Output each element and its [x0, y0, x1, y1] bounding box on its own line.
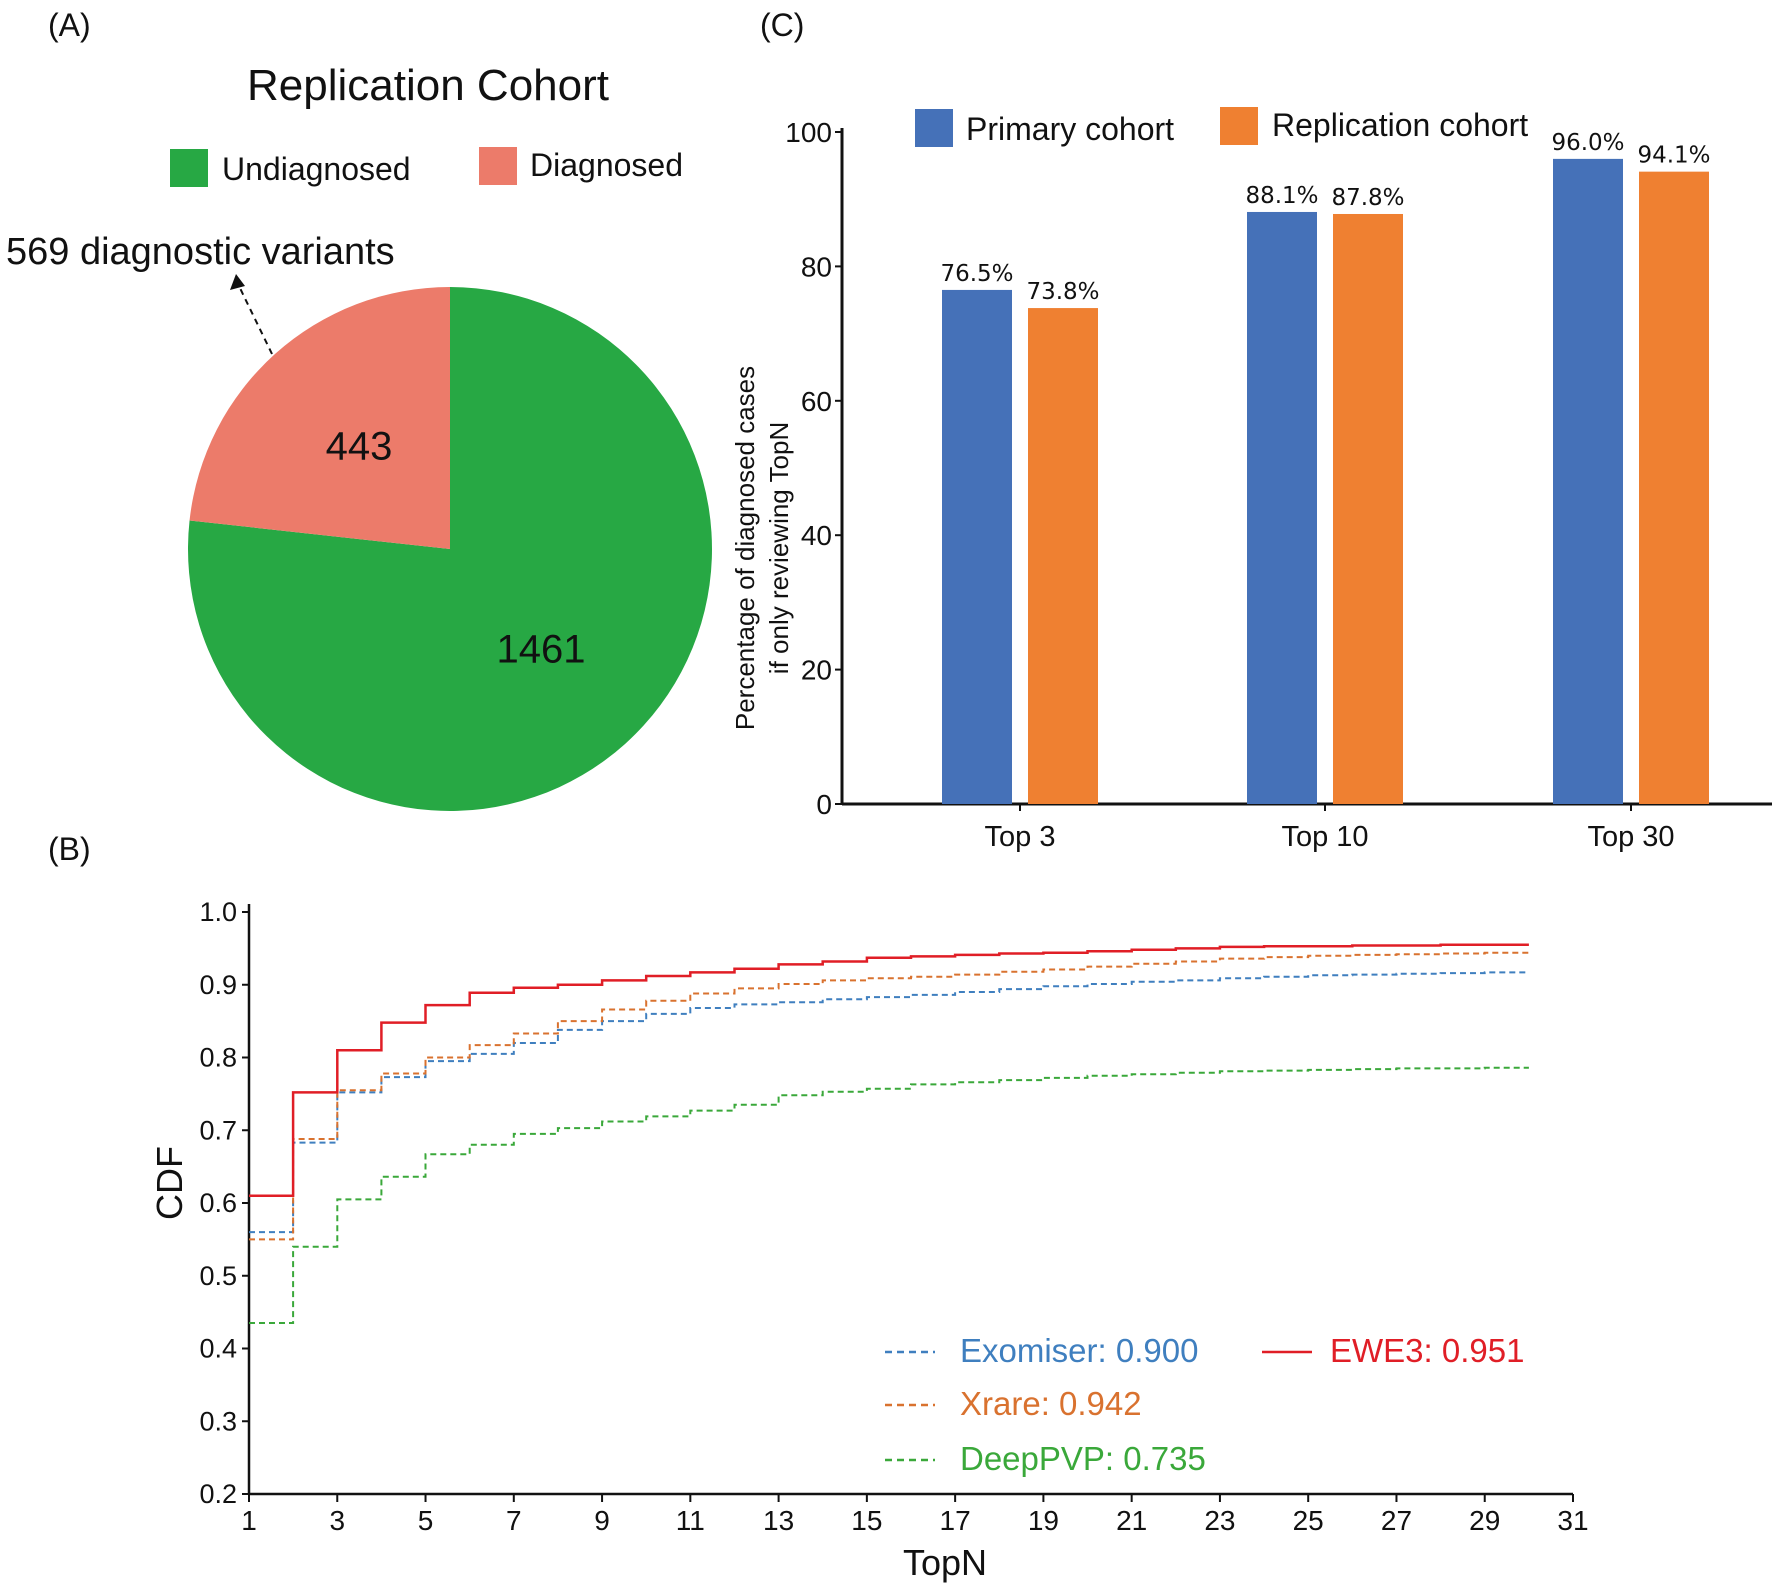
cdf-ylabel: CDF — [149, 1146, 190, 1220]
bar-value-label-replication-cohort-top-3: 73.8% — [1026, 279, 1099, 305]
bar-ytick-label: 20 — [801, 655, 832, 686]
cdf-line-exomiser — [249, 971, 1529, 1234]
bar-xtick-label: Top 30 — [1587, 821, 1674, 853]
cdf-chart: CDF TopN 0.20.30.40.50.60.70.80.91.01 3 5 7… — [149, 897, 1589, 1583]
cdf-xtick-label: 13 — [763, 1505, 794, 1536]
cdf-xtick-label: 11 — [676, 1505, 705, 1536]
cdf-axes: 0.20.30.40.50.60.70.80.91.01 3 5 7 9 11 13 15 17… — [199, 897, 1588, 1536]
pie-annotation: 569 diagnostic variants — [6, 231, 395, 273]
cdf-ytick-label: 0.8 — [199, 1043, 237, 1073]
cdf-xtick-label: 5 — [418, 1505, 434, 1536]
cdf-line-deeppvp — [249, 1066, 1529, 1324]
legend-swatch-undiagnosed — [170, 149, 208, 187]
cdf-ytick-label: 0.5 — [199, 1261, 237, 1291]
pie-slices: 1461 443 — [187, 287, 712, 811]
cdf-xtick-label: 25 — [1293, 1505, 1324, 1536]
cdf-xtick-label: 27 — [1381, 1505, 1412, 1536]
bar-axes: 0 20 40 60 80 100 Top 3 Top 10 Top 30 — [785, 117, 1772, 853]
bar-value-label-replication-cohort-top-30: 94.1% — [1637, 143, 1710, 169]
cdf-xtick-label: 31 — [1557, 1505, 1588, 1536]
bar-legend-label-replication: Replication cohort — [1272, 107, 1528, 143]
bar-primary-cohort-top-3 — [942, 289, 1012, 804]
pie-chart: Replication Cohort Undiagnosed Diagnosed… — [6, 61, 712, 811]
bar-marks: 76.5% 73.8% 88.1% 87.8% 96.0% 94.1% — [940, 130, 1711, 804]
pie-slice-undiagnosed — [187, 287, 712, 811]
bar-legend-label-primary: Primary cohort — [966, 111, 1174, 147]
bar-primary-cohort-top-30 — [1553, 158, 1623, 804]
bar-legend-swatch-primary — [915, 109, 953, 147]
bar-xtick-label: Top 3 — [985, 821, 1056, 853]
bar-ytick-label: 60 — [801, 386, 832, 417]
legend-label-exomiser: Exomiser: 0.900 — [960, 1332, 1198, 1369]
bar-value-label-replication-cohort-top-10: 87.8% — [1331, 185, 1404, 211]
bar-ytick-label: 40 — [801, 520, 832, 551]
cdf-ytick-label: 0.2 — [199, 1479, 237, 1509]
bar-replication-cohort-top-10 — [1333, 213, 1403, 804]
bar-primary-cohort-top-10 — [1247, 211, 1317, 804]
bar-value-label-primary-cohort-top-10: 88.1% — [1245, 183, 1318, 209]
legend-label-diagnosed: Diagnosed — [530, 147, 683, 183]
legend-label-deeppvp: DeepPVP: 0.735 — [960, 1440, 1206, 1477]
legend-label-undiagnosed: Undiagnosed — [222, 151, 411, 187]
cdf-ytick-label: 0.4 — [199, 1334, 237, 1364]
cdf-legend: Exomiser: 0.900 Xrare: 0.942 DeepPVP: 0.… — [885, 1332, 1524, 1477]
cdf-ytick-label: 0.6 — [199, 1188, 237, 1218]
cdf-line-xrare — [249, 951, 1530, 1241]
cdf-ytick-label: 1.0 — [199, 897, 237, 927]
bar-ytick-label: 0 — [816, 789, 832, 820]
legend-label-xrare: Xrare: 0.942 — [960, 1385, 1142, 1422]
bar-chart: Percentage of diagnosed cases if only re… — [730, 107, 1772, 853]
annotation-arrow-line — [237, 283, 273, 355]
bar-replication-cohort-top-30 — [1639, 171, 1709, 804]
cdf-lines — [249, 943, 1530, 1324]
panel-label-b: (B) — [48, 831, 91, 867]
bar-ytick-label: 80 — [801, 251, 832, 282]
bar-ytick-label: 100 — [785, 117, 832, 148]
cdf-ytick-label: 0.9 — [199, 970, 237, 1000]
cdf-xtick-label: 1 — [241, 1505, 257, 1536]
cdf-xtick-label: 17 — [940, 1505, 971, 1536]
cdf-xtick-label: 15 — [851, 1505, 882, 1536]
bar-xtick-label: Top 10 — [1281, 821, 1368, 853]
panel-label-c: (C) — [760, 7, 804, 43]
cdf-xtick-label: 23 — [1204, 1505, 1235, 1536]
cdf-xtick-label: 21 — [1116, 1505, 1147, 1536]
cdf-xlabel: TopN — [903, 1542, 987, 1583]
panel-label-a: (A) — [48, 7, 91, 43]
cdf-xtick-label: 19 — [1028, 1505, 1059, 1536]
bar-ylabel: Percentage of diagnosed cases — [730, 366, 760, 730]
cdf-xtick-label: 29 — [1469, 1505, 1500, 1536]
legend-label-ewe3: EWE3: 0.951 — [1330, 1332, 1524, 1369]
pie-title: Replication Cohort — [247, 61, 609, 110]
bar-value-label-primary-cohort-top-3: 76.5% — [940, 261, 1013, 287]
cdf-xtick-label: 7 — [506, 1505, 522, 1536]
bar-value-label-primary-cohort-top-30: 96.0% — [1551, 130, 1624, 156]
bar-replication-cohort-top-3 — [1028, 308, 1098, 804]
bar-legend-swatch-replication — [1220, 107, 1258, 145]
cdf-line-ewe3 — [249, 943, 1529, 1197]
legend-swatch-diagnosed — [479, 147, 517, 185]
cdf-xtick-label: 3 — [329, 1505, 345, 1536]
cdf-xtick-label: 9 — [594, 1505, 610, 1536]
annotation-arrow-head — [230, 274, 245, 290]
pie-slice-diagnosed — [189, 287, 451, 549]
pie-value-undiagnosed: 1461 — [497, 627, 586, 671]
cdf-ytick-label: 0.7 — [199, 1115, 237, 1145]
cdf-ytick-label: 0.3 — [199, 1406, 237, 1436]
pie-value-diagnosed: 443 — [326, 425, 393, 469]
bar-ylabel-line2: if only reviewing TopN — [764, 422, 794, 674]
